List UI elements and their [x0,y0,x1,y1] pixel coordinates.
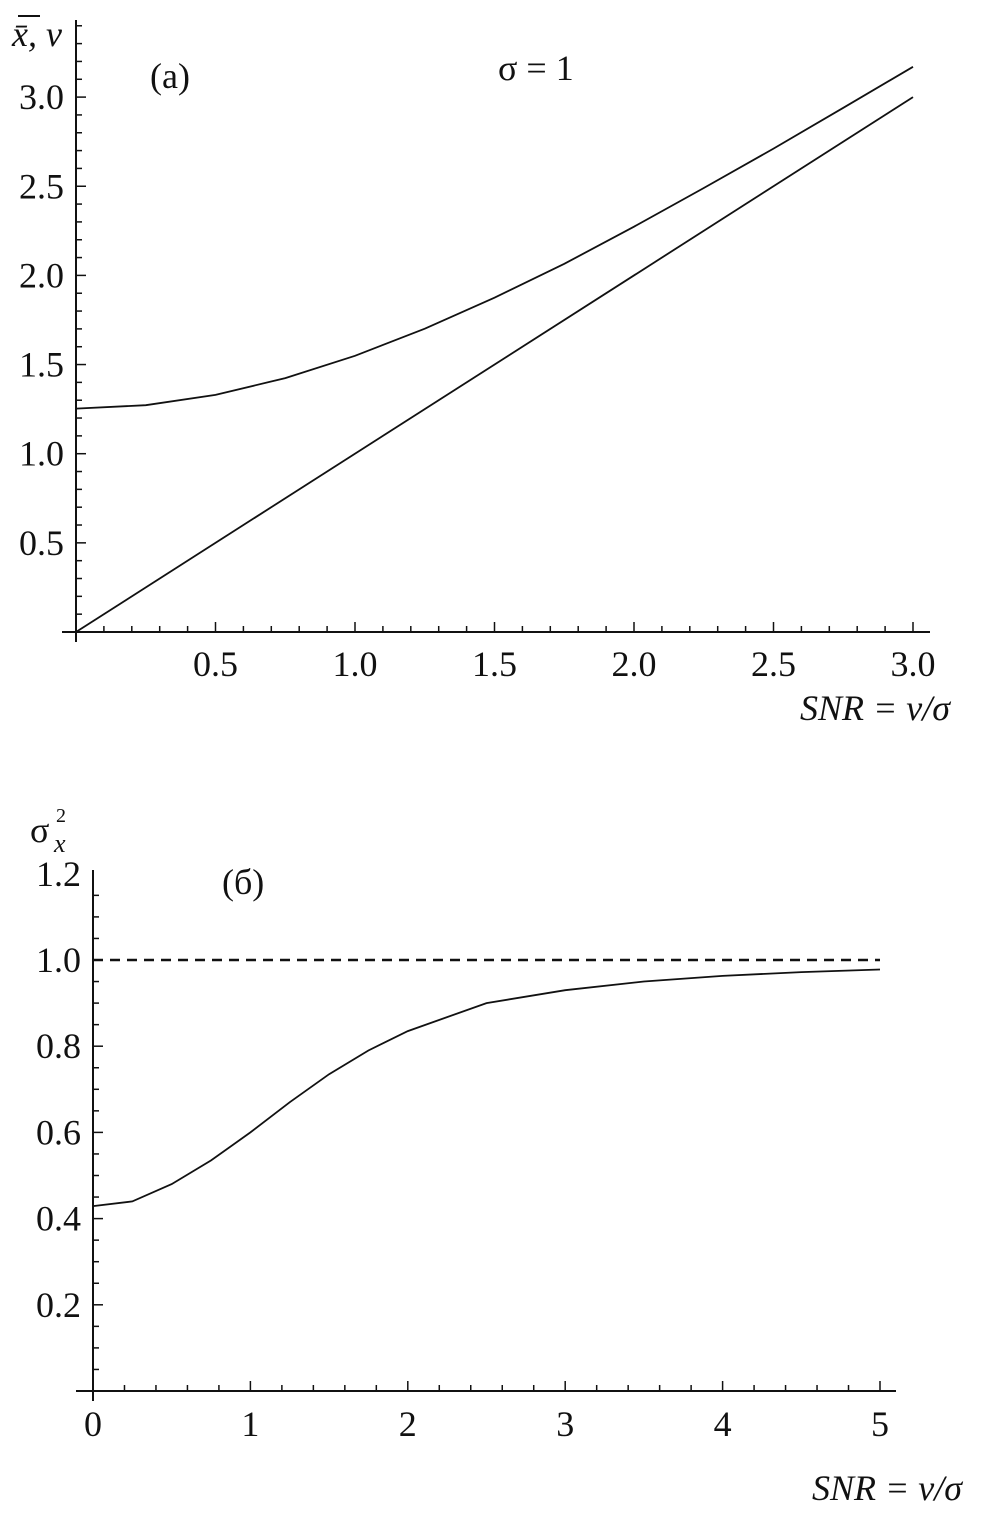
x-tick-label: 3 [556,1404,574,1444]
panel-label-a: (a) [150,56,190,96]
x-tick-label: 2 [399,1404,417,1444]
series-line-v [75,96,914,633]
x-axis-label-b: SNR = v/σ [812,1468,963,1508]
x-tick-label: 3.0 [891,644,936,684]
y-tick-label: 1.0 [36,940,81,980]
panel-label-b: (б) [222,862,264,902]
x-tick-label: 2.0 [612,644,657,684]
y-tick-label: 0.6 [36,1112,81,1152]
series-line-variance [92,968,881,1207]
x-tick-label: 0.5 [193,644,238,684]
y-tick-label: 0.4 [36,1199,81,1239]
y-tick-label: 1.5 [19,345,64,385]
y-tick-label: 2.5 [19,166,64,206]
x-tick-label: 4 [714,1404,732,1444]
y-axis-label-b-sub: x [53,829,66,858]
y-axis-label-a: x̄, v [11,14,62,54]
x-tick-label: 1.0 [333,644,378,684]
x-tick-label: 1 [241,1404,259,1444]
y-tick-label: 1.0 [19,434,64,474]
y-tick-label: 3.0 [19,77,64,117]
y-tick-label: 0.5 [19,523,64,563]
y-axis-label-b: σ [30,810,49,850]
x-axis-label-a: SNR = v/σ [800,688,951,728]
x-tick-label: 2.5 [751,644,796,684]
y-tick-label: 0.2 [36,1285,81,1325]
sigma-annotation: σ = 1 [498,48,574,88]
y-tick-label: 1.2 [36,854,81,894]
y-tick-label: 2.0 [19,255,64,295]
y-tick-label: 0.8 [36,1026,81,1066]
panel-a: (a) σ = 1 x̄, v SNR = v/σ 0.5 1.0 1.5 2.0 2.… [11,14,951,728]
series-line-mean-x- [75,66,914,410]
y-axis-label-b-sup: 2 [56,805,66,827]
x-tick-label: 1.5 [472,644,517,684]
x-tick-label: 5 [871,1404,889,1444]
x-tick-label: 0 [84,1404,102,1444]
panel-b: (б) σ x 2 SNR = v/σ 0 1 2 3 4 5 0.2 0.4 0.6 0.8 1.… [30,805,963,1508]
